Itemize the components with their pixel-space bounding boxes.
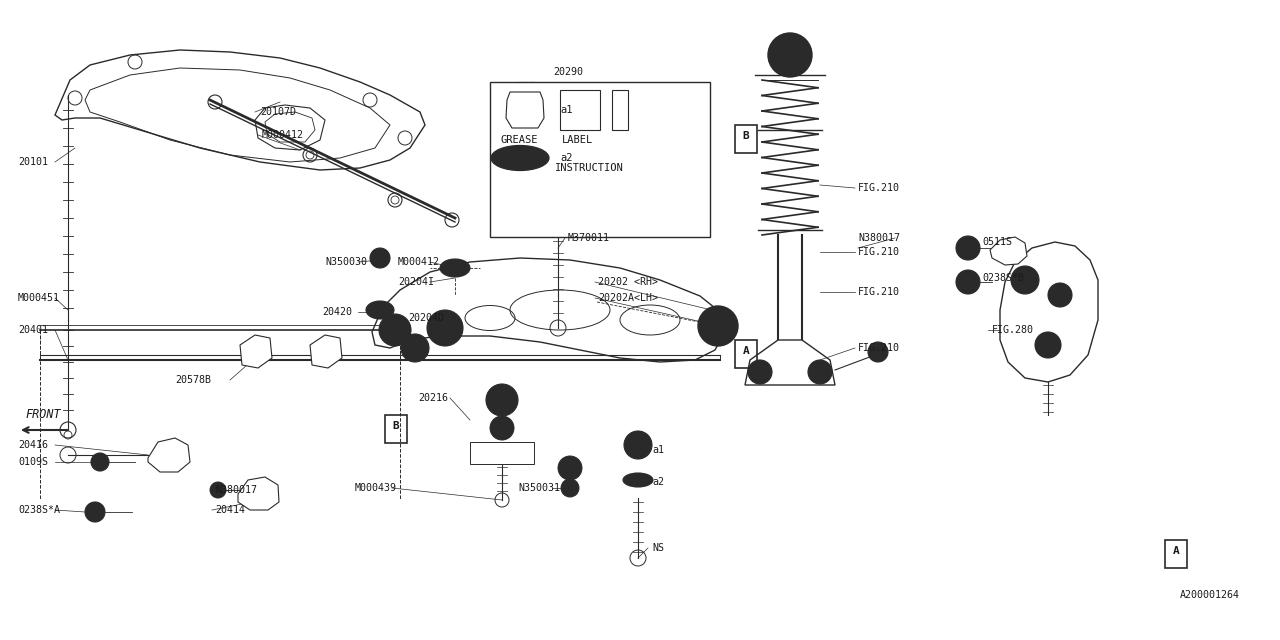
Text: N380017: N380017: [215, 485, 257, 495]
Text: 20202 <RH>: 20202 <RH>: [598, 277, 658, 287]
Text: M000451: M000451: [18, 293, 60, 303]
Circle shape: [561, 479, 579, 497]
Text: 20204D: 20204D: [408, 313, 444, 323]
Text: N350031: N350031: [518, 483, 561, 493]
Polygon shape: [55, 50, 425, 170]
Circle shape: [1048, 283, 1073, 307]
Bar: [470, 442, 534, 464]
Bar: [735, 125, 756, 153]
Text: N350030: N350030: [325, 257, 367, 267]
Circle shape: [91, 453, 109, 471]
Text: M000439: M000439: [355, 483, 397, 493]
Text: 0238S*B: 0238S*B: [982, 273, 1024, 283]
Text: LABEL: LABEL: [562, 135, 593, 145]
Text: FRONT: FRONT: [26, 408, 60, 422]
Circle shape: [1036, 332, 1061, 358]
Text: 0109S: 0109S: [18, 457, 49, 467]
Polygon shape: [506, 92, 544, 128]
Polygon shape: [255, 105, 325, 150]
Bar: [490, 82, 710, 237]
Text: FIG.210: FIG.210: [858, 183, 900, 193]
Circle shape: [808, 360, 832, 384]
Text: A200001264: A200001264: [1180, 590, 1240, 600]
Circle shape: [379, 314, 411, 346]
Circle shape: [84, 502, 105, 522]
Bar: [385, 415, 407, 443]
Circle shape: [370, 248, 390, 268]
Text: 20216: 20216: [419, 393, 448, 403]
Ellipse shape: [492, 145, 549, 170]
Text: FIG.280: FIG.280: [992, 325, 1034, 335]
Text: 20414: 20414: [215, 505, 244, 515]
Polygon shape: [148, 438, 189, 472]
Text: M000412: M000412: [262, 130, 305, 140]
Circle shape: [625, 431, 652, 459]
Text: 20107D: 20107D: [260, 107, 296, 117]
Text: M000412: M000412: [398, 257, 440, 267]
Circle shape: [956, 236, 980, 260]
Text: 0238S*A: 0238S*A: [18, 505, 60, 515]
Circle shape: [490, 416, 515, 440]
Text: a1: a1: [561, 105, 572, 115]
Bar: [612, 90, 628, 130]
Text: 20101: 20101: [18, 157, 49, 167]
Circle shape: [210, 482, 227, 498]
Text: N380017: N380017: [858, 233, 900, 243]
Text: B: B: [393, 421, 399, 431]
Text: 20420: 20420: [323, 307, 352, 317]
Ellipse shape: [623, 473, 653, 487]
Circle shape: [956, 270, 980, 294]
Text: a2: a2: [652, 477, 664, 487]
Text: FIG.210: FIG.210: [858, 247, 900, 257]
Circle shape: [868, 342, 888, 362]
Circle shape: [698, 306, 739, 346]
Text: A: A: [742, 346, 749, 356]
Text: 20401: 20401: [18, 325, 49, 335]
Circle shape: [1011, 266, 1039, 294]
Text: M370011: M370011: [568, 233, 611, 243]
Polygon shape: [310, 335, 342, 368]
Ellipse shape: [440, 259, 470, 277]
Text: 20578B: 20578B: [175, 375, 211, 385]
Polygon shape: [372, 258, 724, 362]
Bar: [735, 340, 756, 368]
Text: A: A: [1172, 546, 1179, 556]
Ellipse shape: [366, 301, 394, 319]
Text: INSTRUCTION: INSTRUCTION: [556, 163, 623, 173]
Circle shape: [558, 456, 582, 480]
Polygon shape: [1000, 242, 1098, 382]
Polygon shape: [238, 477, 279, 510]
Text: FIG.210: FIG.210: [858, 287, 900, 297]
Bar: [561, 90, 600, 130]
Text: a1: a1: [652, 445, 664, 455]
Text: 20202A<LH>: 20202A<LH>: [598, 293, 658, 303]
Text: 20416: 20416: [18, 440, 49, 450]
Text: 20204I: 20204I: [398, 277, 434, 287]
Polygon shape: [745, 340, 835, 385]
Bar: [1165, 540, 1187, 568]
Text: 0511S: 0511S: [982, 237, 1012, 247]
Circle shape: [748, 360, 772, 384]
Text: NS: NS: [652, 543, 664, 553]
Circle shape: [428, 310, 463, 346]
Polygon shape: [989, 237, 1027, 265]
Circle shape: [401, 334, 429, 362]
Circle shape: [486, 384, 518, 416]
Text: GREASE: GREASE: [500, 135, 538, 145]
Text: B: B: [742, 131, 749, 141]
Text: 20290: 20290: [553, 67, 582, 77]
Polygon shape: [241, 335, 273, 368]
Text: FIG.210: FIG.210: [858, 343, 900, 353]
Text: a2: a2: [561, 153, 572, 163]
Circle shape: [768, 33, 812, 77]
